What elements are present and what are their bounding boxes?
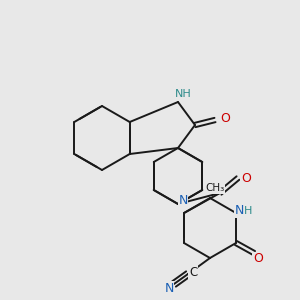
Text: CH₃: CH₃ (206, 183, 225, 193)
Text: N: N (234, 205, 244, 218)
Text: C: C (189, 266, 197, 278)
Text: O: O (253, 253, 263, 266)
Text: NH: NH (175, 89, 191, 99)
Text: N: N (178, 194, 188, 208)
Text: O: O (241, 172, 251, 184)
Text: O: O (220, 112, 230, 124)
Text: H: H (244, 206, 252, 216)
Text: N: N (164, 281, 174, 295)
